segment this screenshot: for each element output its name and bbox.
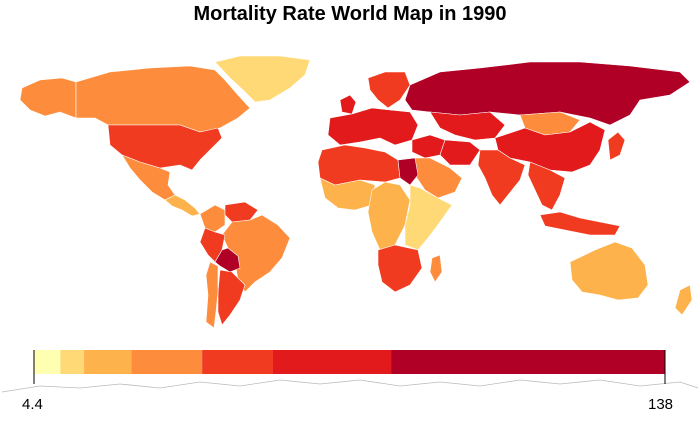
region-iran — [439, 139, 481, 166]
legend-min-label: 4.4 — [22, 396, 43, 413]
legend-bin-0 — [34, 350, 61, 374]
region-scandinavia — [367, 71, 411, 109]
legend-bin-1 — [60, 350, 85, 374]
region-indonesia — [539, 211, 621, 236]
region-bolivia — [214, 247, 241, 273]
region-chile — [205, 261, 219, 329]
legend-max-label: 138 — [648, 396, 674, 413]
region-new-zealand — [674, 284, 693, 316]
region-madagascar — [429, 254, 443, 283]
region-southern-africa — [377, 244, 423, 293]
region-australia — [569, 241, 649, 301]
region-usa — [107, 124, 223, 171]
region-alaska — [19, 77, 77, 119]
region-kazakhstan — [429, 111, 506, 141]
region-southeast-asia — [527, 161, 566, 211]
region-greenland — [214, 55, 311, 103]
region-japan — [607, 131, 626, 161]
region-north-africa — [317, 144, 401, 186]
region-central-america — [164, 194, 201, 217]
region-egypt — [397, 157, 419, 186]
region-europe-west — [327, 107, 419, 146]
antarctica-outline — [1, 379, 699, 393]
legend-bin-2 — [84, 350, 132, 374]
region-west-africa — [319, 177, 376, 211]
region-china — [494, 121, 606, 173]
legend-color-bar — [34, 350, 665, 374]
legend-bin-5 — [272, 350, 392, 374]
legend-bin-4 — [202, 350, 273, 374]
region-argentina — [217, 269, 246, 326]
legend-bin-6 — [391, 350, 665, 374]
legend-bin-3 — [131, 350, 203, 374]
region-central-africa — [367, 181, 411, 251]
region-arabia — [411, 157, 463, 199]
region-colombia — [199, 204, 226, 233]
region-uk — [339, 94, 357, 115]
region-canada — [75, 65, 251, 133]
region-east-africa — [404, 184, 453, 251]
region-india — [477, 149, 526, 206]
map-title: Mortality Rate World Map in 1990 — [193, 3, 507, 25]
